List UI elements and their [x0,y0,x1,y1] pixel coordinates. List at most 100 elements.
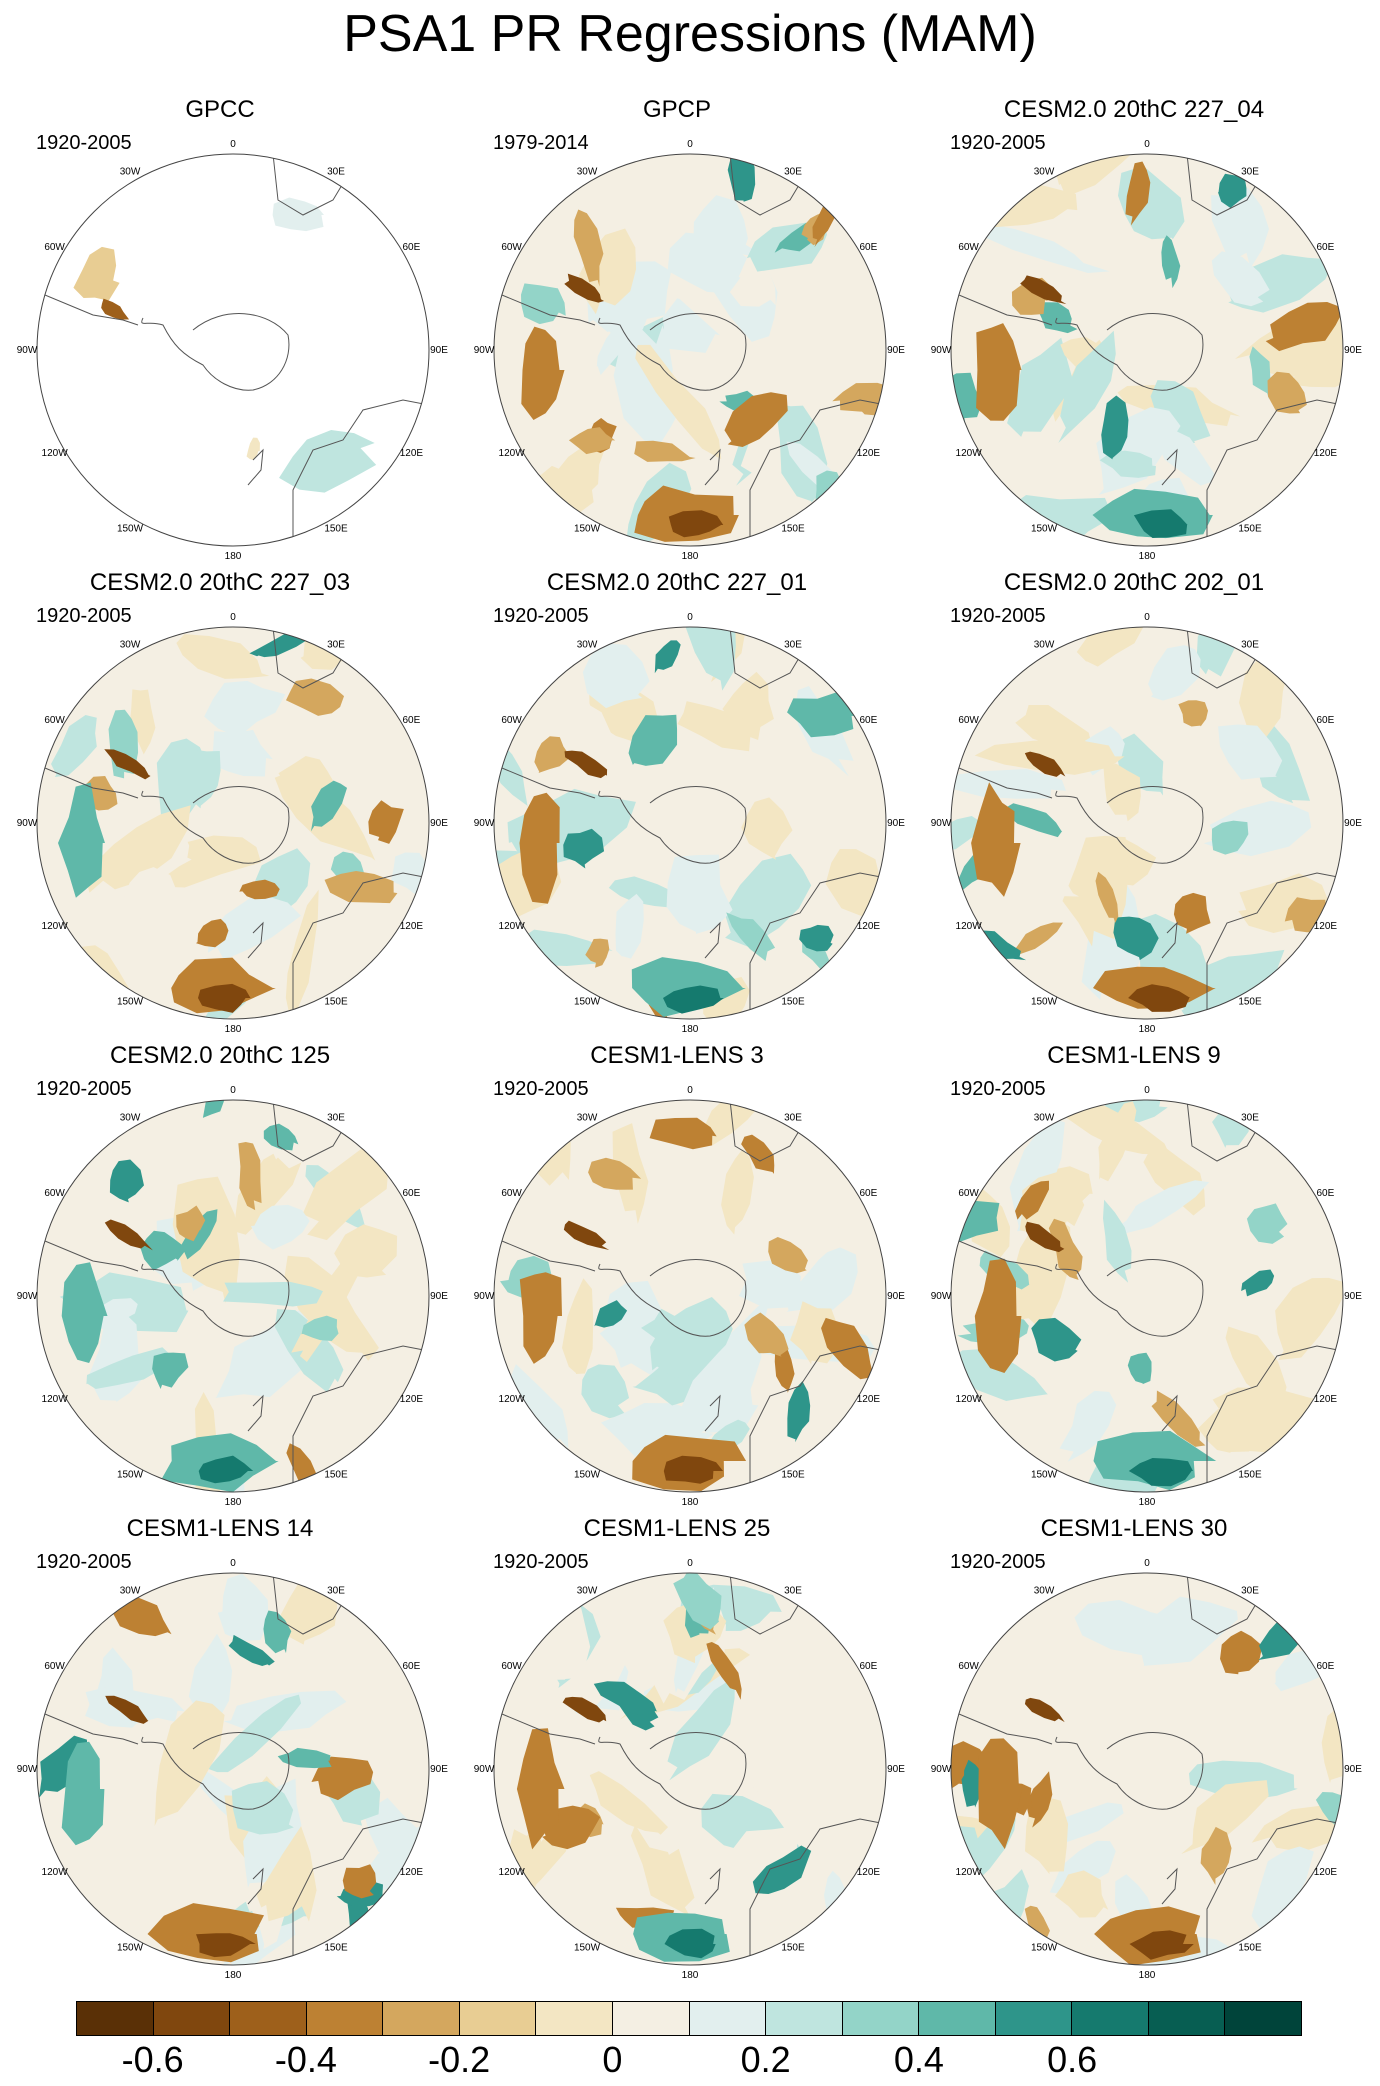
longitude-label: 120E [400,1394,424,1405]
longitude-label: 60W [44,242,65,253]
precip-anomaly-patch [263,1123,299,1151]
longitude-label: 30W [577,167,598,178]
precip-anomaly-patch [961,1759,985,1808]
south-america-coastline [951,1708,1053,1745]
south-america-coastline [37,1708,139,1745]
precip-anomaly-patch [239,879,280,900]
longitude-label: 60W [44,715,65,726]
precip-anomaly-patch [188,1633,233,1723]
longitude-label: 150E [781,1469,805,1480]
longitude-label: 90E [887,1291,905,1302]
colorbar-swatch [766,2002,843,2035]
longitude-label: 120W [956,1867,983,1878]
australia-coastline [749,1818,886,1959]
precip-anomaly-patch [666,854,733,934]
precip-anomaly-patch [1024,1697,1065,1723]
precip-anomaly-patch [1101,395,1129,460]
longitude-label: 60E [860,715,878,726]
antarctica-coastline [1055,313,1204,391]
longitude-label: 120E [857,921,881,932]
longitude-label: 150E [1238,1469,1262,1480]
precip-anomaly-patch [974,739,1125,775]
longitude-label: 90E [1344,1764,1362,1775]
precip-anomaly-patch [272,197,324,232]
colorbar-swatch [383,2002,460,2035]
colorbar-tick-label: -0.6 [121,2039,184,2080]
longitude-label: 90E [887,818,905,829]
precip-anomaly-patch [589,1771,669,1835]
longitude-label: 0 [1144,1558,1150,1569]
longitude-label: 0 [1144,612,1150,623]
map-boundary [950,153,1344,547]
longitude-label: 120E [857,1394,881,1405]
africa-coastline [272,1100,349,1162]
precip-anomaly-patch [1241,1269,1275,1297]
precip-anomaly-patch [615,893,644,959]
period-label: 1920-2005 [36,1078,132,1100]
longitude-label: 30W [1034,1113,1055,1124]
period-label: 1920-2005 [493,1078,589,1100]
precip-anomaly-patch [122,867,179,931]
longitude-label: 0 [230,1558,236,1569]
polar-map: 0 30E 60E 90E 120E 150E 180 150W 120W 90W 60W 30W [931,1085,1363,1508]
precip-anomaly-patch [140,1230,186,1271]
map-boundary [36,153,430,547]
antarctica-coastline [598,1259,747,1337]
longitude-label: 150W [574,523,601,534]
precip-anomaly-patch [1188,1760,1298,1800]
new-zealand-coastline [1161,1867,1178,1905]
period-label: 1920-2005 [36,1551,132,1573]
period-label: 1920-2005 [950,1551,1046,1573]
longitude-label: 30E [327,1113,345,1124]
precip-anomaly-patch [573,209,604,287]
map-boundary [36,626,430,1020]
precip-anomaly-patch [1003,803,1063,838]
precip-anomaly-patch [154,1700,225,1826]
map-boundary [493,153,887,547]
longitude-label: 0 [1144,139,1150,150]
period-label: 1920-2005 [950,132,1046,154]
colorbar-swatch [1148,2002,1226,2035]
colorbar-swatch [153,2002,231,2035]
precip-anomaly-patch [951,1755,965,1790]
longitude-label: 60W [501,1188,522,1199]
precip-anomaly-patch [198,983,251,1013]
longitude-label: 60E [1317,242,1335,253]
precip-anomaly-patch [663,985,724,1014]
africa-coastline [1186,1573,1263,1635]
longitude-label: 60E [860,1188,878,1199]
precip-anomaly-patch [534,736,571,774]
map-panel: 0 30E 60E 90E 120E 150E 180 150W 120W 90W 60W 30W CE… [457,1515,906,1985]
longitude-label: 180 [1139,551,1156,562]
polar-map: 0 30E 60E 90E 120E 150E 180 150W 120W 90W 60W 30W [931,139,1363,562]
precip-anomaly-patch [1058,330,1116,443]
africa-coastline [1186,154,1263,216]
panel-title: CESM2.0 20thC 227_01 [546,569,808,596]
longitude-label: 120W [42,1394,69,1405]
longitude-label: 0 [687,1085,693,1096]
precip-anomaly-patch [61,1262,108,1363]
precip-anomaly-patch [73,246,120,301]
australia-coastline [749,1345,886,1486]
new-zealand-coastline [704,448,721,486]
longitude-label: 150E [324,996,348,1007]
longitude-label: 150W [574,1469,601,1480]
colorbar-swatch [842,2002,920,2035]
precip-anomaly-patch [196,1933,256,1958]
longitude-label: 120E [400,921,424,932]
africa-coastline [272,1573,349,1635]
period-label: 1979-2014 [493,132,589,154]
precip-anomaly-patch [787,1381,811,1443]
precip-anomaly-patch [650,1296,733,1378]
precip-anomaly-patch [631,957,746,1017]
longitude-label: 180 [682,1024,699,1035]
colorbar-swatch [1225,2002,1301,2035]
precip-anomaly-patch [564,273,605,303]
map-panel: 0 30E 60E 90E 120E 150E 180 150W 120W 90W 60W 30W CE… [457,1042,906,1512]
precip-anomaly-patch [684,627,736,691]
precip-anomaly-patch [687,195,748,268]
colorbar-tick-label: -0.4 [274,2039,337,2080]
colorbar-swatch [995,2002,1073,2035]
panel-title: GPCP [642,96,711,123]
precip-anomaly-patch [673,1573,722,1630]
